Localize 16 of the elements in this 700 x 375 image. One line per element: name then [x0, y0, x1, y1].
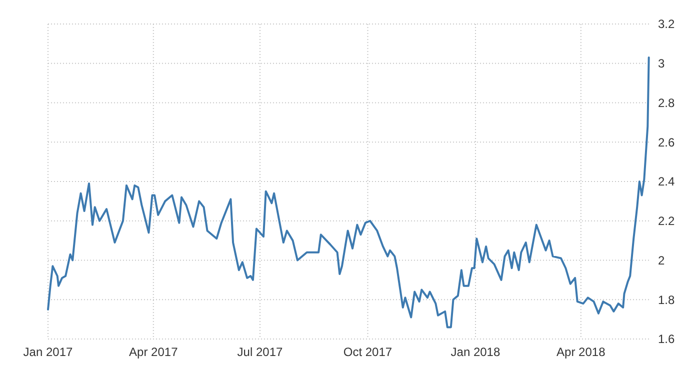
- y-tick-label: 3: [658, 56, 665, 71]
- x-tick-label: Oct 2017: [343, 345, 392, 359]
- x-tick-label: Jan 2018: [450, 345, 500, 359]
- x-tick-label: Apr 2017: [129, 345, 178, 359]
- x-tick-label: Apr 2018: [556, 345, 606, 359]
- y-tick-label: 2: [658, 253, 665, 268]
- y-tick-label: 2.8: [658, 96, 676, 110]
- y-tick-label: 2.2: [658, 214, 676, 228]
- y-tick-label: 2.4: [658, 174, 676, 189]
- line-series: [47, 56, 650, 328]
- y-tick-label: 1.6: [658, 332, 676, 346]
- x-tick-label: Jan 2017: [23, 345, 74, 359]
- x-tick-label: Jul 2017: [237, 345, 283, 359]
- y-tick-label: 2.6: [658, 135, 676, 150]
- y-tick-label: 1.8: [658, 292, 676, 307]
- y-tick-label: 3.2: [658, 17, 676, 32]
